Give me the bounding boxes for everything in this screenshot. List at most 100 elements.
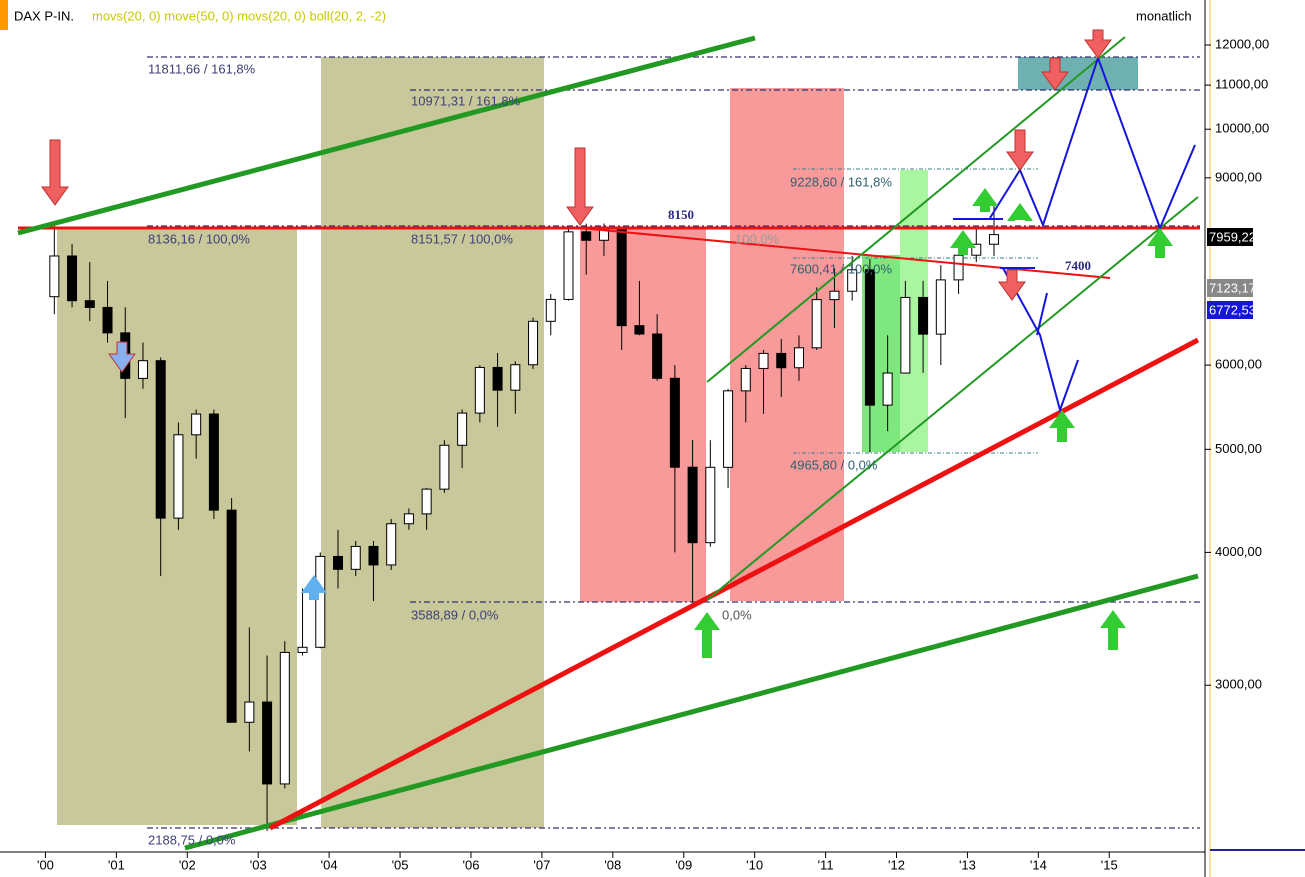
annotation: 9228,60 / 161,8% [790, 174, 892, 189]
annotation: 100,0% [735, 231, 780, 246]
y-tick-label: 5000,00 [1215, 441, 1262, 456]
arrow-down [1041, 57, 1069, 91]
candle-body [439, 444, 450, 490]
fib-lines [147, 56, 1200, 829]
candle-body [421, 488, 432, 515]
x-tick-label: '05 [392, 857, 409, 872]
candle-body [989, 234, 1000, 245]
trend-line [268, 337, 1200, 831]
candle-body [368, 545, 379, 566]
x-tick-label: '03 [250, 857, 267, 872]
x-tick-label: '12 [888, 857, 905, 872]
candle-body [581, 231, 592, 241]
candle-body [669, 377, 680, 468]
zones [57, 57, 1138, 828]
candle-body [279, 651, 290, 785]
candle-body [563, 231, 574, 300]
candle-body [918, 296, 929, 335]
candle-body [776, 352, 787, 369]
candle-body [953, 254, 964, 281]
arrow-up [694, 612, 720, 658]
candle-body [900, 296, 911, 374]
price-box [1207, 301, 1253, 319]
trend-line [184, 573, 1199, 851]
candle-body [864, 269, 875, 406]
x-tick-label: '02 [179, 857, 196, 872]
arrow-down [1084, 29, 1112, 59]
y-tick-label: 12000,00 [1215, 36, 1269, 51]
candle-body [386, 523, 397, 566]
arrow-up [1100, 610, 1126, 650]
period: monatlich [1136, 8, 1192, 23]
candle-body [882, 372, 893, 406]
annotation: 0,0% [722, 607, 752, 622]
candle-body [723, 390, 734, 468]
indicators: movs(20, 0) move(50, 0) movs(20, 0) boll… [92, 8, 386, 23]
candle-body [758, 352, 769, 369]
y-tick-label: 3000,00 [1215, 677, 1262, 692]
price-box [1207, 228, 1253, 246]
y-tick-label: 4000,00 [1215, 544, 1262, 559]
annotations: 11811,66 / 161,8% 10971,31 / 161,8% 8136… [148, 61, 1091, 847]
arrow-down [998, 269, 1026, 301]
candle-body [208, 413, 219, 511]
x-tick-label: '15 [1101, 857, 1118, 872]
candle-body [137, 360, 148, 379]
candle-body [545, 298, 556, 322]
x-tick-label: '08 [604, 857, 621, 872]
candle-body [793, 347, 804, 369]
candle-body [102, 306, 113, 334]
zone [580, 228, 706, 602]
projection [1036, 292, 1048, 336]
annotation: 11811,66 / 161,8% [148, 61, 256, 76]
candle-body [528, 320, 539, 366]
x-tick-label: '06 [463, 857, 480, 872]
x-tick-label: '11 [818, 857, 834, 872]
candle-body [262, 701, 273, 785]
candle-body [687, 466, 698, 544]
price-label: 7123,17 [1209, 280, 1256, 295]
y-tick-label: 9000,00 [1215, 169, 1262, 184]
y-tick-label: 10000,00 [1215, 121, 1269, 136]
candle-body [403, 513, 414, 525]
arrow-up [972, 188, 998, 212]
candle-body [226, 509, 237, 723]
x-tick-label: '04 [321, 857, 338, 872]
candle-body [740, 367, 751, 392]
zone [730, 88, 844, 601]
candle-body [652, 333, 663, 379]
candle-body [173, 434, 184, 519]
candle-body [492, 366, 503, 391]
annotation: 7400 [1065, 258, 1091, 273]
candle-body [474, 366, 485, 414]
arrow-down [1006, 129, 1034, 171]
candle-body [616, 227, 627, 327]
zone [1018, 57, 1138, 90]
x-tick-label: '09 [675, 857, 692, 872]
x-tick-label: '00 [37, 857, 54, 872]
candle-body [350, 545, 361, 570]
candle-body [971, 243, 982, 256]
candle-body [49, 255, 60, 298]
candle-body [155, 360, 166, 519]
candle-body [847, 269, 858, 292]
annotation: 8150 [668, 207, 694, 222]
candle-body [457, 412, 468, 446]
trend-line [706, 36, 1126, 383]
candle-body [297, 646, 308, 653]
x-tick-label: '07 [533, 857, 550, 872]
candle-body [244, 701, 255, 723]
candle-body [191, 413, 202, 436]
x-tick-label: '01 [108, 857, 125, 872]
zone [57, 228, 297, 825]
price-label: 6772,53 [1209, 302, 1256, 317]
trend-line [579, 227, 1111, 279]
arrow-up [301, 575, 327, 600]
candle-body [829, 290, 840, 301]
arrow-down [566, 147, 594, 226]
annotation: 3588,89 / 0,0% [411, 607, 499, 622]
candle-body [634, 325, 645, 335]
annotation: 7600,41 / 100,0% [790, 261, 892, 276]
symbol: DAX P-IN. [14, 8, 74, 23]
trend-line [706, 196, 1199, 601]
